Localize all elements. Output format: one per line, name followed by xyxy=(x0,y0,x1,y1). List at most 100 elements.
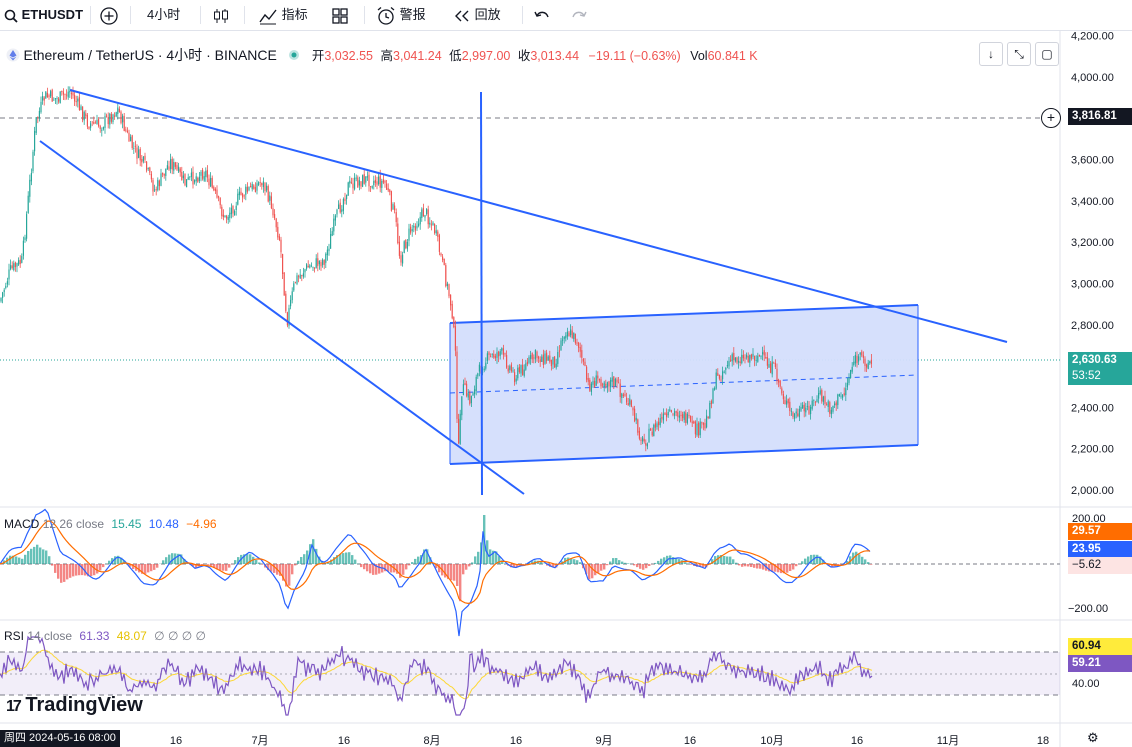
candle-body xyxy=(66,94,68,96)
candle-body xyxy=(739,361,741,363)
undo-button[interactable] xyxy=(533,4,551,26)
candle-body xyxy=(798,408,800,418)
macd-histogram-bar xyxy=(156,564,159,568)
macd-histogram-bar xyxy=(282,564,285,581)
candle-body xyxy=(517,367,519,379)
candle-body xyxy=(454,326,456,351)
layouts-button[interactable] xyxy=(331,4,349,26)
candle-body xyxy=(645,443,647,446)
candle-body xyxy=(702,422,704,425)
candle-body xyxy=(490,355,492,357)
maximize-button[interactable]: ⤡ xyxy=(1007,42,1031,66)
candle-body xyxy=(75,101,77,103)
rsi-label[interactable]: RSI xyxy=(4,629,25,643)
macd-histogram-bar xyxy=(72,564,75,577)
candles-icon xyxy=(214,8,228,23)
candle-body xyxy=(314,267,316,269)
channel-mid-line[interactable] xyxy=(449,374,919,394)
candle-body xyxy=(56,98,58,100)
candle-body xyxy=(51,89,53,102)
candle-body xyxy=(35,117,37,133)
macd-histogram-bar xyxy=(732,559,735,564)
price-axis[interactable]: 4,200.004,000.003,800.003,600.003,400.00… xyxy=(1071,31,1114,497)
chart-type-button[interactable] xyxy=(212,4,230,26)
indicators-button[interactable]: 指标 xyxy=(258,4,308,26)
tradingview-logo[interactable]: 17 TradingView xyxy=(6,694,143,717)
macd-histogram-bar xyxy=(627,563,630,564)
macd-histogram-bar xyxy=(462,564,465,575)
channel-bottom-line[interactable] xyxy=(449,444,919,465)
chart-area[interactable]: 4,200.004,000.003,800.003,600.003,400.00… xyxy=(0,31,1132,747)
symbol-name[interactable]: Ethereum / TetherUS · 4小时 · BINANCE xyxy=(23,47,277,63)
candle-body xyxy=(760,356,762,357)
settings-button[interactable]: ▢ xyxy=(1035,42,1059,66)
vertical-line[interactable] xyxy=(480,91,483,496)
macd-histogram-bar xyxy=(513,564,516,568)
add-alert-plus-icon[interactable]: + xyxy=(1041,108,1061,128)
candle-body xyxy=(106,115,108,117)
candle-body xyxy=(70,93,72,95)
candle-body xyxy=(229,212,231,219)
macd-histogram-bar xyxy=(861,556,864,564)
compare-button[interactable] xyxy=(99,4,119,26)
upper-trendline[interactable] xyxy=(69,89,1008,343)
macd-pill-2: 23.95 xyxy=(1068,541,1132,558)
candle-body xyxy=(115,112,117,117)
candle-body xyxy=(62,91,64,95)
macd-histogram-bar xyxy=(612,558,615,564)
macd-histogram-bar xyxy=(339,554,342,564)
candle-body xyxy=(816,399,818,403)
macd-histogram-bar xyxy=(609,561,612,564)
replay-button[interactable]: 回放 xyxy=(453,4,501,26)
candle-body xyxy=(168,166,170,170)
candle-body xyxy=(784,400,786,405)
redo-button[interactable] xyxy=(570,4,588,26)
macd-histogram-bar xyxy=(672,557,675,564)
candle-body xyxy=(171,158,173,170)
candle-body xyxy=(379,175,381,188)
candle-body xyxy=(61,90,63,92)
candle-body xyxy=(26,214,28,239)
rsi-axis-tick: 40.00 xyxy=(1072,678,1100,690)
candle-body xyxy=(251,183,253,190)
candle-body xyxy=(131,135,133,148)
candle-body xyxy=(648,428,650,443)
channel-top-line[interactable] xyxy=(449,304,919,324)
move-down-button[interactable]: ↓ xyxy=(979,42,1003,66)
candle-body xyxy=(365,176,367,183)
candle-body xyxy=(376,181,378,185)
alert-button[interactable]: 警报 xyxy=(376,4,426,26)
candle-body xyxy=(5,285,7,288)
interval-button[interactable]: 4小时 xyxy=(147,7,181,22)
candle-body xyxy=(198,176,200,182)
macd-histogram-bar xyxy=(234,560,237,564)
macd-histogram-bar xyxy=(312,539,315,564)
time-axis[interactable]: 16 7月 16 8月 16 9月 16 10月 16 11月 18 xyxy=(170,735,1049,747)
candle-body xyxy=(242,193,244,198)
candle-body xyxy=(840,395,842,397)
candle-body xyxy=(555,363,557,368)
time-tick-label: 11月 xyxy=(937,735,959,747)
time-settings-button[interactable]: ⚙ xyxy=(1087,730,1099,746)
lower-trendline[interactable] xyxy=(39,140,525,495)
candle-body xyxy=(750,354,752,359)
candle-body xyxy=(726,365,728,367)
candle-body xyxy=(3,289,5,293)
candle-body xyxy=(24,237,26,240)
candle-body xyxy=(290,299,292,307)
macd-histogram-bar xyxy=(438,564,441,573)
macd-histogram-bar xyxy=(216,564,219,570)
candlestick-series[interactable] xyxy=(0,86,872,452)
candle-body xyxy=(389,189,391,193)
symbol-search[interactable]: ETHUSDT xyxy=(4,4,83,26)
candle-body xyxy=(18,260,20,265)
candle-body xyxy=(322,259,324,266)
macd-label[interactable]: MACD xyxy=(4,517,40,531)
candle-body xyxy=(211,177,213,188)
macd-histogram-bar xyxy=(90,564,93,576)
candle-body xyxy=(499,351,501,356)
signal-line xyxy=(0,520,871,605)
brand-label: TradingView xyxy=(25,694,143,716)
candle-body xyxy=(478,364,480,372)
candle-body xyxy=(40,101,42,113)
